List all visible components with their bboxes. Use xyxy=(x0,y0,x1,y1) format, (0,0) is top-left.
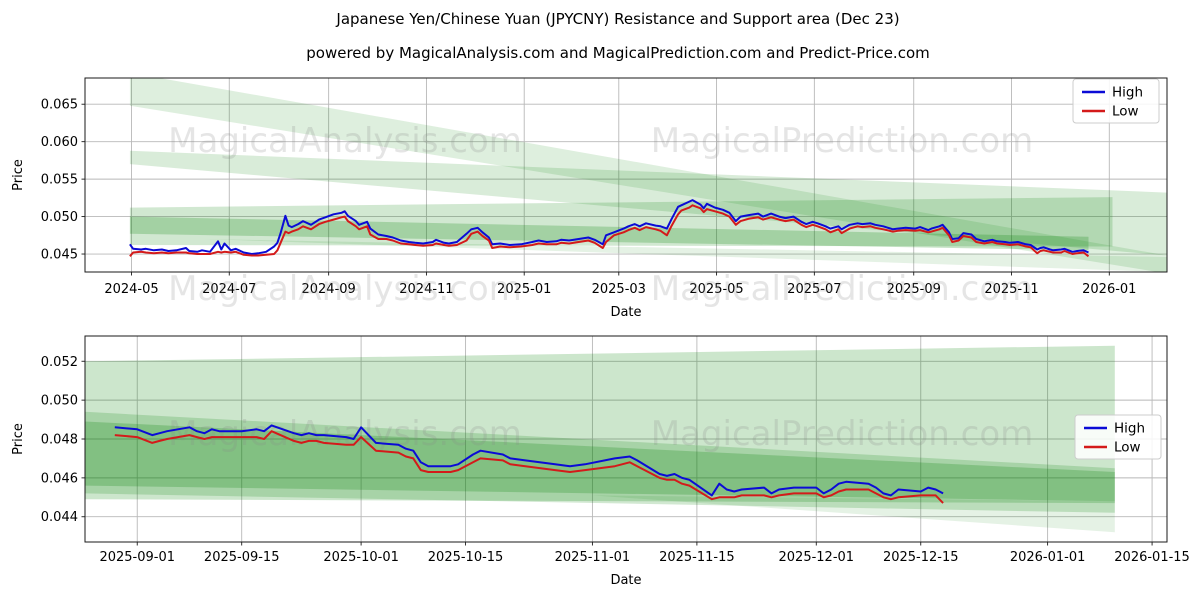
x-tick-label: 2025-10-01 xyxy=(323,550,399,565)
x-tick-label: 2026-01 xyxy=(1082,282,1136,297)
support-resistance-band xyxy=(129,197,1113,247)
y-tick-label: 0.065 xyxy=(41,98,78,113)
high-line xyxy=(129,199,1089,255)
x-tick-label: 2025-12-01 xyxy=(779,550,855,565)
x-tick-label: 2025-01 xyxy=(497,282,551,297)
support-resistance-band xyxy=(203,239,1167,272)
legend-label-high: High xyxy=(1112,85,1143,101)
page-subtitle: powered by MagicalAnalysis.com and Magic… xyxy=(306,44,930,62)
x-tick-label: 2024-11 xyxy=(399,282,453,297)
chart-jpycny-recent-window: MagicalAnalysis.com MagicalPrediction.com… xyxy=(11,335,1190,588)
y-tick-label: 0.050 xyxy=(41,394,78,409)
x-tick-label: 2024-05 xyxy=(104,282,158,297)
x-tick-label: 2025-09-01 xyxy=(99,550,175,565)
legend-label-high: High xyxy=(1114,421,1145,437)
x-tick-label: 2025-11-01 xyxy=(555,550,631,565)
x-tick-label: 2025-10-15 xyxy=(428,550,504,565)
legend: High Low xyxy=(1072,78,1160,124)
y-tick-label: 0.044 xyxy=(41,510,78,525)
x-tick-label: 2025-07 xyxy=(787,282,841,297)
x-tick-label: 2024-09 xyxy=(301,282,355,297)
x-tick-label: 2025-09 xyxy=(887,282,941,297)
low-line xyxy=(114,430,944,504)
watermark-prediction: MagicalPrediction.com xyxy=(651,414,1034,454)
grid xyxy=(85,336,1167,542)
y-tick-label: 0.050 xyxy=(41,210,78,225)
watermark-analysis: MagicalAnalysis.com xyxy=(168,121,522,161)
x-tick-label: 2025-12-15 xyxy=(883,550,959,565)
high-line xyxy=(114,424,944,497)
page-title: Japanese Yen/Chinese Yuan (JPYCNY) Resis… xyxy=(336,10,900,28)
y-tick-label: 0.052 xyxy=(41,355,78,370)
y-axis-label: Price xyxy=(11,159,26,191)
legend-label-low: Low xyxy=(1114,440,1141,456)
watermark-prediction: MagicalPrediction.com xyxy=(651,269,1034,309)
y-tick-label: 0.048 xyxy=(41,433,78,448)
x-axis-label: Date xyxy=(610,573,641,588)
chart-jpycny-daily-history: MagicalAnalysis.com MagicalPrediction.com… xyxy=(11,77,1168,320)
x-tick-label: 2025-11 xyxy=(984,282,1038,297)
x-axis-label: Date xyxy=(610,305,641,320)
legend: High Low xyxy=(1074,414,1162,460)
low-line xyxy=(129,204,1090,258)
y-tick-label: 0.046 xyxy=(41,471,78,486)
x-tick-label: 2026-01-15 xyxy=(1114,550,1190,565)
watermark-prediction: MagicalPrediction.com xyxy=(651,121,1034,161)
watermark-analysis: MagicalAnalysis.com xyxy=(168,269,522,309)
x-tick-label: 2025-09-15 xyxy=(204,550,280,565)
y-axis-label: Price xyxy=(11,423,26,455)
y-tick-label: 0.060 xyxy=(41,135,78,150)
support-resistance-band xyxy=(129,78,1167,272)
axes-frame xyxy=(84,77,1168,273)
x-tick-label: 2025-03 xyxy=(592,282,646,297)
y-tick-label: 0.045 xyxy=(41,248,78,263)
watermark-analysis: MagicalAnalysis.com xyxy=(168,414,522,454)
x-tick-label: 2024-07 xyxy=(202,282,256,297)
support-resistance-band xyxy=(592,495,1115,533)
x-tick-label: 2026-01-01 xyxy=(1010,550,1086,565)
x-tick-label: 2025-11-15 xyxy=(659,550,735,565)
x-tick-label: 2025-05 xyxy=(689,282,743,297)
y-tick-label: 0.055 xyxy=(41,173,78,188)
support-resistance-band xyxy=(85,345,1115,504)
legend-label-low: Low xyxy=(1112,104,1139,120)
